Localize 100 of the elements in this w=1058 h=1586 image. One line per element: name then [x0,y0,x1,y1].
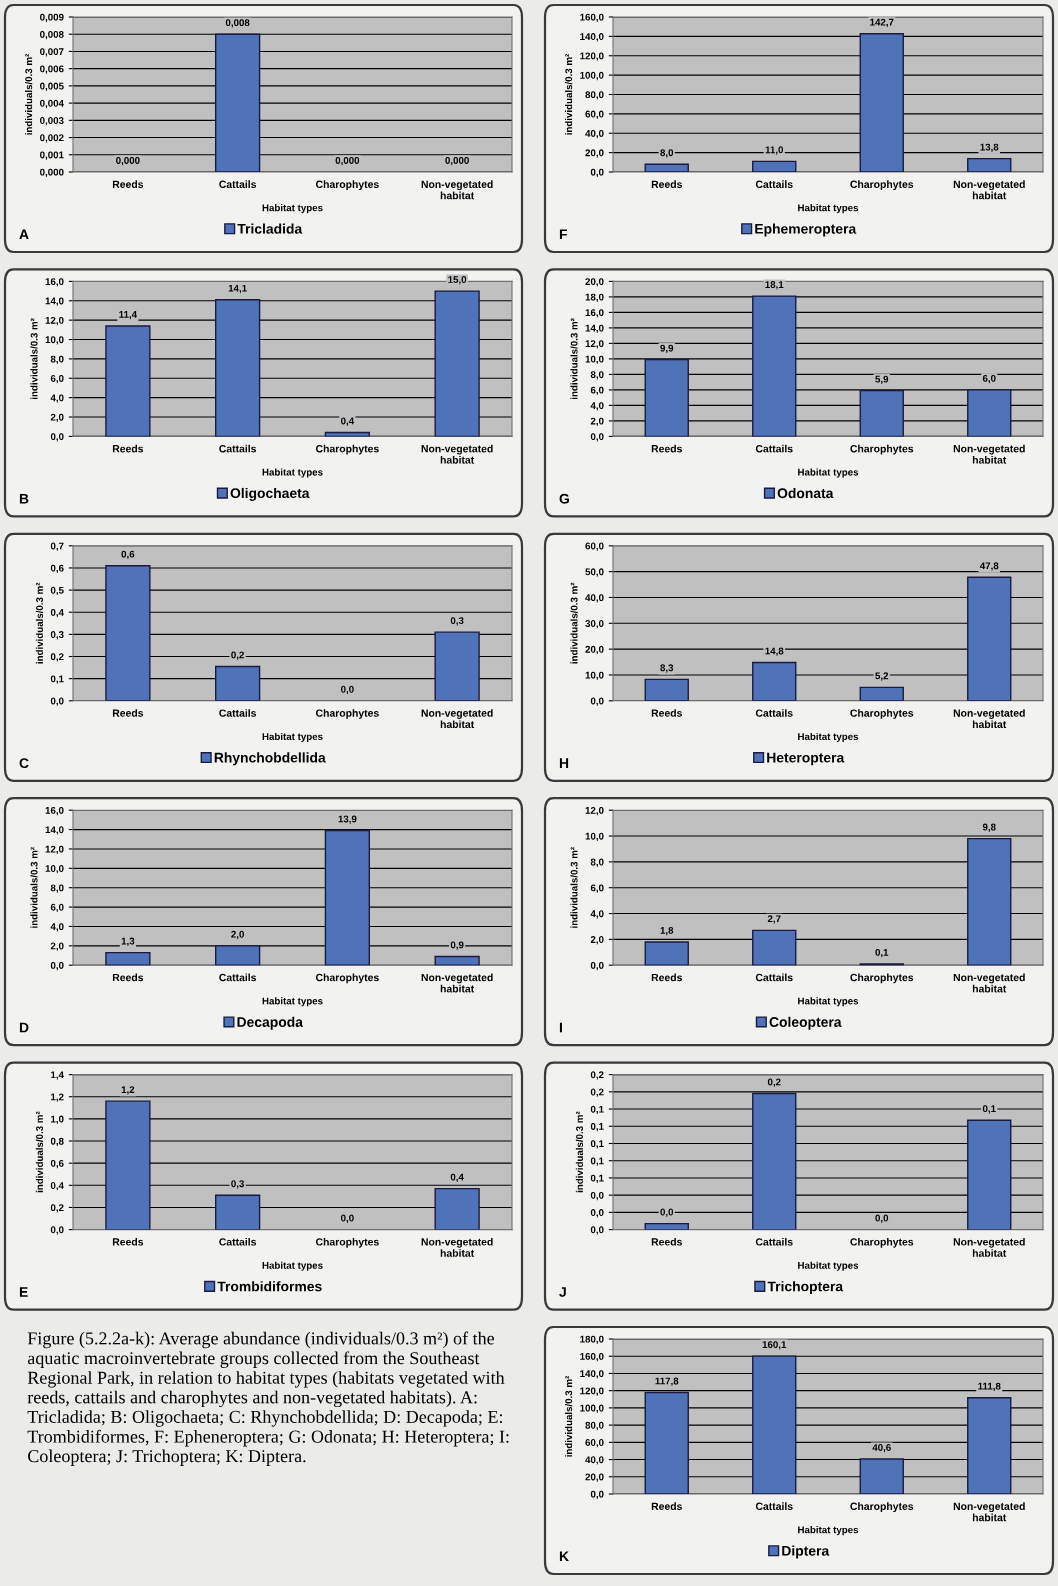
data-label: 9,8 [982,823,996,832]
y-tick-label: 160,0 [580,13,604,23]
y-tick-label: 80,0 [585,1421,604,1431]
data-label: 0,2 [231,651,244,660]
text: Figure (5.2.2a-k): Average abundance (individuals/0.3 m²) of the aquatic macroinvertebrate groups collected from the Southeast Regional Park, in relation to habitat types (habitats vegetated with reeds, cattails and charophytes and non-vegetated habitats). A: Tricladida; B: Oligochaeta; C: Rhynchobdellida; D: Decapoda; E: Trombidiformes, F: Epheneroptera; G: Odonata; H: Heteroptera; I: Coleoptera; J: Trichoptera; K: Diptera. [27,1331,509,1466]
x-tick-label: Reeds [651,444,682,453]
y-tick-label: 0,0 [590,1209,604,1218]
data-label: 5,9 [875,375,889,384]
data-label: 14,8 [765,647,784,656]
y-tick-label: 6,0 [590,884,604,893]
y-tick-label: 0,2 [50,653,64,662]
bar [752,1092,797,1230]
y-tick-label: 4,0 [590,910,604,919]
bar [214,945,261,966]
x-axis-title: Habitat types [262,468,323,478]
data-label: 0,3 [231,1180,245,1189]
y-tick-label: 12,0 [585,340,604,349]
data-label: 9,9 [660,344,674,353]
y-tick-label: 0,1 [590,1157,604,1166]
x-axis-title: Habitat types [262,1261,323,1271]
legend-label: Oligochaeta [230,487,310,501]
y-tick-label: 1,0 [51,1115,64,1124]
y-tick-label: 0,003 [40,117,64,126]
y-tick-label: 10,0 [45,336,64,345]
data-label: 40,6 [872,1444,891,1453]
y-tick-label: 0,0 [590,433,604,442]
bar [752,661,797,701]
bar [214,1194,261,1230]
data-label: 1,3 [121,937,135,946]
bar [644,678,689,701]
y-tick-label: 16,0 [585,309,604,318]
y-tick-label: 20,0 [585,149,604,158]
legend-label: Coleoptera [769,1016,842,1030]
y-tick-label: 0,0 [50,697,64,706]
x-tick-label: Cattails [755,180,793,188]
y-axis-title: individuals/0.3 m² [30,847,38,928]
bar [752,1355,797,1494]
x-axis-title: Habitat types [262,204,323,214]
x-tick-label: Cattails [219,1237,257,1246]
bar [859,1458,904,1494]
data-label: 111,8 [978,1382,1001,1392]
x-tick-label: Charophytes [315,973,379,984]
y-tick-label: 10,0 [585,671,604,680]
data-label: 0,000 [335,156,360,166]
x-tick-label: Cattails [755,1502,793,1510]
data-label: 8,3 [660,664,674,673]
y-tick-label: 2,0 [590,417,604,426]
y-tick-label: 0,2 [50,1204,64,1213]
text: I [559,1022,562,1033]
x-tick-label: Non-vegetated habitat [421,1237,493,1257]
data-label: 0,4 [450,1173,464,1182]
bar [324,829,371,966]
data-label: 18,1 [765,281,784,290]
data-label: 0,1 [875,948,889,958]
bar [644,941,689,966]
y-tick-label: 6,0 [50,375,64,384]
x-axis-title: Habitat types [798,1261,859,1271]
y-tick-label: 0,4 [50,608,64,618]
y-tick-label: 120,0 [580,52,604,61]
y-tick-label: 8,0 [50,355,64,364]
text: J [559,1287,566,1297]
text: A [19,229,29,240]
y-tick-label: 0,1 [50,675,64,684]
data-label: 0,3 [450,617,464,626]
x-tick-label: Non-vegetated habitat [953,1237,1025,1257]
x-tick-label: Charophytes [850,1237,914,1248]
bar [105,951,151,966]
y-tick-label: 12,0 [585,806,604,816]
y-tick-label: 14,0 [45,826,64,835]
x-axis-title: Habitat types [262,732,323,742]
y-tick-label: 80,0 [585,91,604,100]
data-label: 0,6 [121,550,135,560]
y-tick-label: 0,1 [590,1140,604,1149]
x-axis-title: Habitat types [262,997,323,1007]
x-tick-label: Cattails [755,1237,793,1246]
y-tick-label: 1,2 [51,1093,64,1102]
data-label: 142,7 [870,18,894,28]
data-label: 0,0 [341,685,354,695]
x-tick-label: Reeds [112,180,144,188]
y-tick-label: 100,0 [580,1404,604,1413]
y-tick-label: 10,0 [585,355,604,364]
legend-label: Heteroptera [767,752,845,766]
y-tick-label: 0,0 [50,433,64,442]
y-tick-label: 4,0 [50,394,64,403]
y-tick-label: 0,006 [40,65,64,74]
bar [967,1397,1012,1494]
bar [752,295,797,437]
bar [214,299,261,437]
bar [644,1391,689,1494]
x-tick-label: Reeds [112,1237,144,1246]
x-tick-label: Non-vegetated habitat [421,973,493,993]
data-label: 11,4 [119,311,138,320]
y-tick-label: 2,0 [590,936,604,945]
y-tick-label: 0,5 [50,586,64,596]
y-tick-label: 0,0 [590,168,604,178]
y-tick-label: 0,6 [50,564,64,573]
data-label: 0,9 [450,941,464,950]
y-tick-label: 120,0 [580,1387,604,1396]
y-axis-title: individuals/0.3 m² [570,318,578,400]
y-tick-label: 0,0 [50,1226,64,1235]
